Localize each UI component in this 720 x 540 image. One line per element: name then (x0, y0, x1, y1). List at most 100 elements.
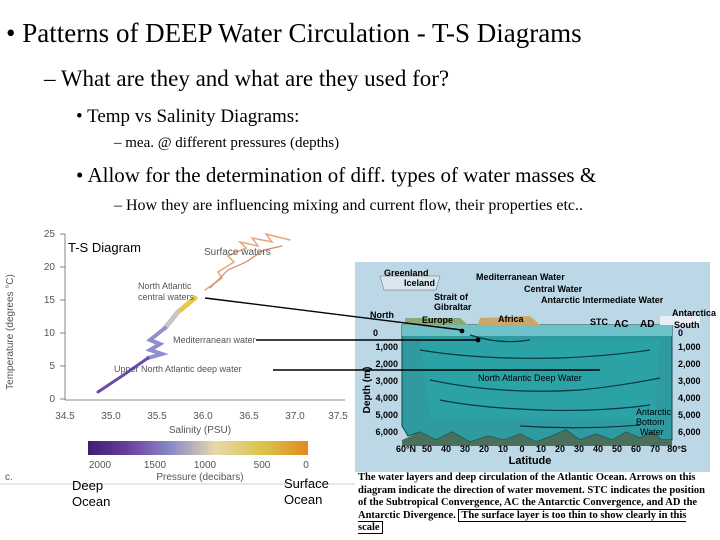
ts-ytick: 10 (44, 328, 56, 339)
right-depth-tick: 3,000 (678, 376, 701, 386)
deep-ocean-label-1: Deep (72, 478, 103, 493)
depth-axis-label: Depth (m) (362, 367, 373, 414)
pressure-tick: 0 (303, 460, 309, 471)
latitude-tick: 40 (593, 444, 603, 454)
ts-xtick: 37.5 (328, 411, 348, 422)
north-label: North (370, 310, 394, 320)
antarctica-label: Antarctica (672, 308, 717, 318)
gibraltar-label-1: Strait of (434, 292, 469, 302)
ts-xlabel: Salinity (PSU) (169, 425, 231, 436)
greenland-label: Greenland (384, 268, 429, 278)
right-depth-tick: 5,000 (678, 410, 701, 420)
greenland-landmass (379, 275, 441, 291)
ts-ytick: 15 (44, 295, 56, 306)
ts-ytick: 5 (49, 361, 55, 372)
nadw-label: North Atlantic Deep Water (478, 373, 582, 383)
left-depth-tick: 4,000 (375, 393, 398, 403)
surface-ocean-label-2: Ocean (284, 492, 322, 507)
antarctic-bottom-water-label-1: Antarctic (636, 407, 672, 417)
pressure-label: Pressure (decibars) (156, 472, 243, 483)
ts-xtick: 36.5 (239, 411, 259, 422)
europe-landmass (405, 318, 468, 325)
antarctic-bottom-water-label-2: Bottom (636, 417, 665, 427)
latitude-tick: 60°N (396, 444, 416, 454)
pressure-tick: 1500 (144, 460, 167, 471)
left-depth-tick: 3,000 (375, 376, 398, 386)
gibraltar-label-2: Gibraltar (434, 302, 472, 312)
latitude-tick: 20 (479, 444, 489, 454)
bullet-water-masses: • Allow for the determination of diff. t… (76, 163, 597, 187)
connector-end (475, 337, 481, 343)
ts-ytick: 25 (44, 229, 56, 240)
caption-boxed-note: The surface layer is too thin to show cl… (358, 508, 687, 534)
pressures-text: mea. @ different pressures (depths) (125, 135, 340, 151)
water-masses-text: Allow for the determination of diff. typ… (87, 163, 597, 187)
mixing-text: How they are influencing mixing and curr… (126, 197, 584, 214)
central-water-layer (402, 325, 672, 336)
connector-lines (204, 297, 600, 371)
pressure-tick: 500 (254, 460, 271, 471)
label-upper-nadw: Upper North Atlantic deep water (114, 364, 242, 374)
ts-curve (96, 232, 291, 394)
latitude-tick: 0 (519, 444, 524, 454)
ts-xtick: 35.5 (147, 411, 167, 422)
pressure-tick: 1000 (194, 460, 217, 471)
pressure-tick: 2000 (89, 460, 112, 471)
right-depth-tick: 2,000 (678, 359, 701, 369)
connector-end (459, 328, 465, 334)
ts-diagram-label: T-S Diagram (68, 240, 141, 255)
sub-bullet-pressures: – mea. @ different pressures (depths) (114, 135, 340, 151)
antarctica-landmass (660, 316, 700, 325)
ts-ytick: 20 (44, 262, 56, 273)
ts-xtick: 36.0 (193, 411, 213, 422)
seafloor (402, 430, 672, 446)
ts-xtick: 35.0 (101, 411, 121, 422)
left-depth-tick: 0 (373, 328, 378, 338)
ac-label: AC (614, 319, 628, 330)
right-depth-tick: 1,000 (678, 342, 701, 352)
sub-bullet-question: – What are they and what are they used f… (44, 66, 450, 91)
pressure-color-bar (88, 441, 308, 455)
europe-label: Europe (422, 315, 453, 325)
figure-caption: The water layers and deep circulation of… (358, 472, 710, 535)
latitude-tick: 10 (498, 444, 508, 454)
right-depth-tick: 6,000 (678, 427, 701, 437)
question-text: What are they and what are they used for… (60, 66, 450, 91)
right-depth-tick: 0 (678, 328, 683, 338)
latitude-tick: 50 (422, 444, 432, 454)
latitude-tick: 40 (441, 444, 451, 454)
title-text: Patterns of DEEP Water Circulation - T-S… (22, 18, 582, 48)
caption-text: The water layers and deep circulation of… (358, 472, 705, 521)
surface-ocean-label-1: Surface (284, 476, 329, 491)
label-surface-waters: Surface waters (204, 247, 271, 258)
bullet-title: • Patterns of DEEP Water Circulation - T… (6, 18, 582, 48)
latitude-tick: 80°S (667, 444, 687, 454)
latitude-tick: 60 (631, 444, 641, 454)
mediterranean-water-label: Mediterranean Water (476, 272, 565, 282)
temp-salinity-text: Temp vs Salinity Diagrams: (87, 106, 300, 127)
deep-ocean-label-2: Ocean (72, 494, 110, 509)
latitude-tick: 20 (555, 444, 565, 454)
africa-landmass (478, 316, 540, 325)
label-central-waters: central waters (138, 292, 195, 302)
iceland-label: Iceland (404, 278, 435, 288)
left-depth-tick: 2,000 (375, 359, 398, 369)
figure-letter: c. (5, 472, 13, 483)
antarctic-bottom-water-label-3: Water (640, 427, 664, 437)
left-depth-tick: 5,000 (375, 410, 398, 420)
ts-diagram: 25 20 15 10 5 0 Temperature (degrees °C)… (0, 229, 355, 509)
latitude-tick: 30 (460, 444, 470, 454)
left-depth-tick: 6,000 (375, 427, 398, 437)
ts-xtick: 34.5 (55, 411, 75, 422)
ts-ylabel: Temperature (degrees °C) (5, 274, 16, 390)
label-north-atlantic: North Atlantic (138, 281, 192, 291)
right-depth-tick: 4,000 (678, 393, 701, 403)
bullet-temp-salinity: • Temp vs Salinity Diagrams: (76, 106, 300, 127)
latitude-tick: 10 (536, 444, 546, 454)
stc-label: STC (590, 317, 609, 327)
left-depth-tick: 1,000 (375, 342, 398, 352)
label-mediterranean-water: Mediterranean water (173, 335, 256, 345)
nadw-layer (420, 340, 660, 420)
antarctic-intermediate-label: Antarctic Intermediate Water (541, 295, 664, 305)
